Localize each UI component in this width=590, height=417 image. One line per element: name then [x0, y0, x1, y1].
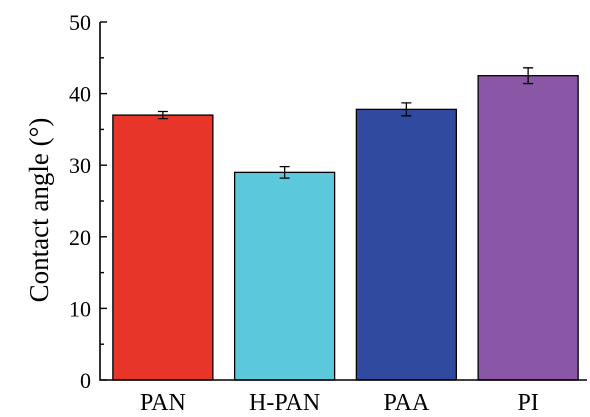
x-axis-categories: PAN H-PAN PAA PI: [140, 390, 539, 416]
error-bar-pan: [157, 110, 168, 120]
bar-paa: [355, 108, 458, 381]
bar-h-pan: [233, 171, 336, 381]
bar-pi: [477, 75, 579, 381]
chart-axes: [99, 22, 587, 381]
category-label: H-PAN: [249, 390, 320, 416]
y-tick-label: 30: [69, 153, 91, 178]
category-label: PAN: [140, 390, 186, 416]
y-tick-label: 0: [80, 368, 91, 393]
bar-pan: [112, 114, 214, 381]
y-axis-ticks: 0 10 20 30 40 50: [69, 10, 107, 393]
category-label: PI: [517, 390, 538, 416]
error-bar-h-pan: [279, 165, 290, 179]
error-bar-pi: [523, 67, 534, 85]
category-label: PAA: [383, 390, 429, 416]
y-tick-label: 20: [69, 225, 91, 250]
y-axis-label: Contact angle (°): [24, 118, 54, 303]
error-bar-paa: [401, 102, 412, 117]
y-tick-label: 50: [69, 10, 91, 35]
bars: [112, 67, 579, 381]
y-tick-label: 10: [69, 296, 91, 321]
y-tick-label: 40: [69, 82, 91, 107]
